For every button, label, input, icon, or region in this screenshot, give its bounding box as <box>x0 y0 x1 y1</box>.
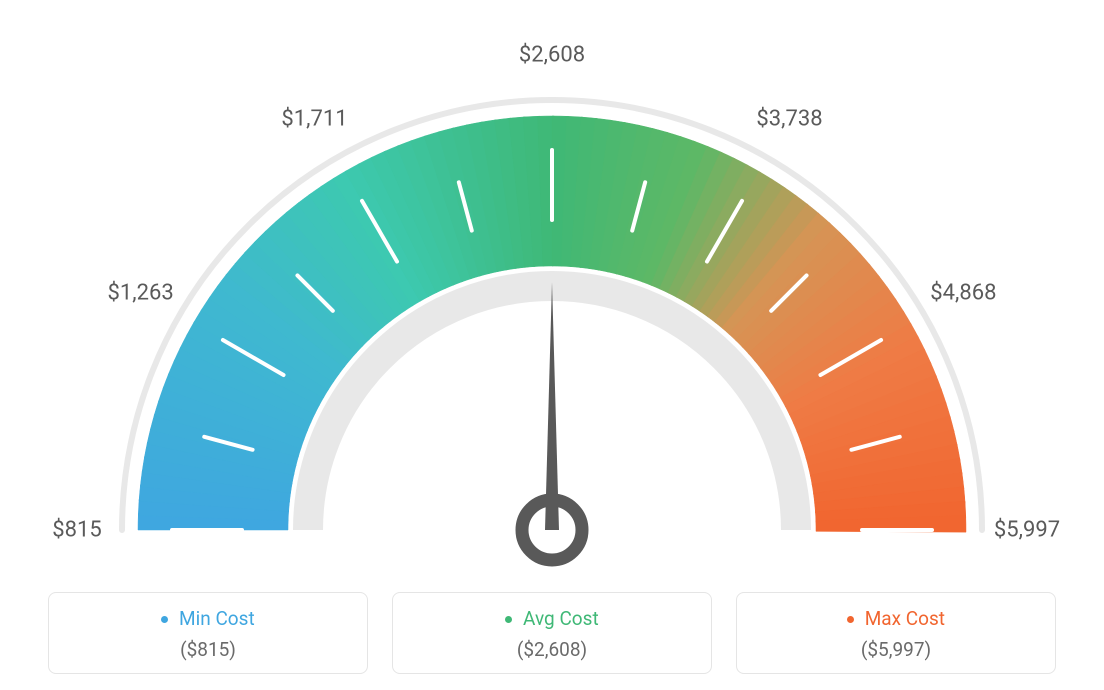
tick-label: $5,997 <box>994 518 1060 543</box>
legend-title-text-min: Min Cost <box>179 607 255 630</box>
tick-label: $815 <box>52 518 101 543</box>
legend-value-min: ($815) <box>69 638 347 661</box>
legend-title-min: Min Cost <box>69 607 347 630</box>
tick-label: $4,868 <box>930 280 996 305</box>
bullet-avg <box>505 616 512 623</box>
legend-value-avg: ($2,608) <box>413 638 691 661</box>
bullet-max <box>847 616 854 623</box>
tick-label: $3,738 <box>756 106 822 131</box>
tick-label: $1,263 <box>108 280 174 305</box>
legend-value-max: ($5,997) <box>757 638 1035 661</box>
tick-label: $2,608 <box>519 43 585 68</box>
legend-title-avg: Avg Cost <box>413 607 691 630</box>
legend-row: Min Cost ($815) Avg Cost ($2,608) Max Co… <box>0 592 1104 674</box>
legend-title-text-max: Max Cost <box>865 607 945 630</box>
legend-card-max: Max Cost ($5,997) <box>736 592 1056 674</box>
bullet-min <box>161 616 168 623</box>
legend-card-min: Min Cost ($815) <box>48 592 368 674</box>
tick-label: $1,711 <box>281 106 347 131</box>
legend-card-avg: Avg Cost ($2,608) <box>392 592 712 674</box>
legend-title-max: Max Cost <box>757 607 1035 630</box>
legend-title-text-avg: Avg Cost <box>523 607 599 630</box>
gauge-chart: $815 $1,263 $1,711 $2,608 $3,738 $4,868 $5,997 <box>0 0 1104 580</box>
